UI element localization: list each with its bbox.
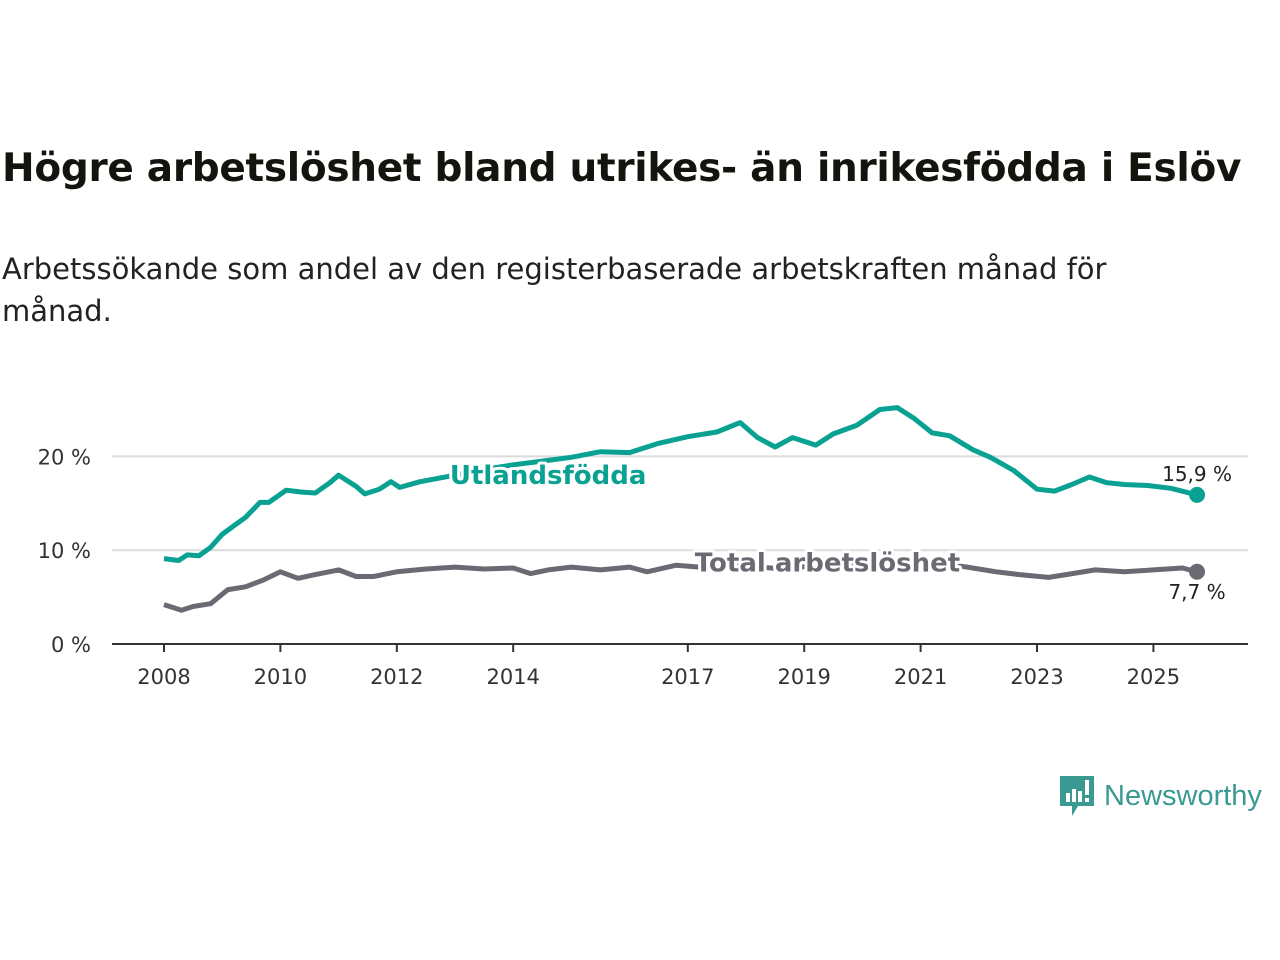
series-line-utlandsfodda <box>163 405 1198 563</box>
x-tick-label: 2021 <box>894 665 947 689</box>
y-tick-label: 10 % <box>38 539 91 563</box>
logo-text: Newsworthy <box>1104 779 1262 812</box>
bar-chart-speech-bubble-icon <box>1060 776 1094 816</box>
x-tick-label: 2014 <box>486 665 539 689</box>
x-tick-label: 2010 <box>254 665 307 689</box>
end-value-label: 7,7 % <box>1168 580 1225 604</box>
x-tick-label: 2025 <box>1127 665 1180 689</box>
x-tick-label: 2017 <box>661 665 714 689</box>
end-point-marker <box>1189 486 1206 503</box>
end-point-marker <box>1189 563 1206 580</box>
series-line-total <box>163 558 1198 613</box>
series-label: Utlandsfödda <box>450 461 647 491</box>
x-tick-label: 2023 <box>1010 665 1063 689</box>
x-tick-label: 2012 <box>370 665 423 689</box>
end-value-label: 15,9 % <box>1162 462 1232 486</box>
chart-subtitle: Arbetssökande som andel av den registerb… <box>2 252 1107 328</box>
y-tick-label: 0 % <box>51 633 91 657</box>
series-label: Total arbetslöshet <box>695 548 960 578</box>
y-tick-label: 20 % <box>38 445 91 469</box>
newsworthy-logo: Newsworthy <box>1058 774 1262 818</box>
chart-title: Högre arbetslöshet bland utrikes- än inr… <box>2 146 1242 191</box>
x-tick-label: 2008 <box>137 665 190 689</box>
x-tick-label: 2019 <box>777 665 830 689</box>
